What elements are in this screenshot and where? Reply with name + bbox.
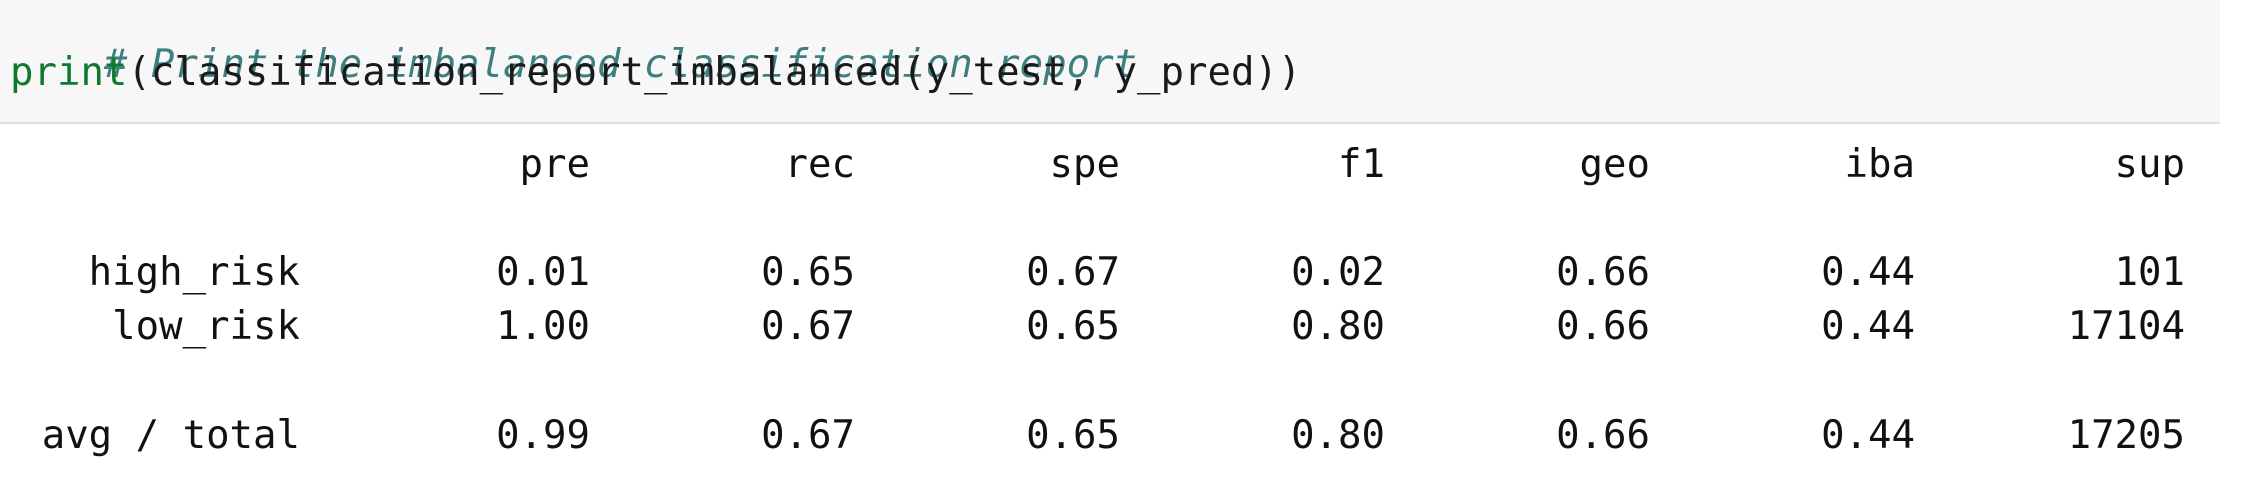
value-sup: 17205 [2067, 413, 2185, 458]
value-spe: 0.65 [1026, 413, 1120, 458]
value-rec: 0.67 [761, 304, 855, 349]
value-pre: 1.00 [496, 304, 590, 349]
value-spe: 0.67 [1026, 250, 1120, 295]
value-f1: 0.80 [1291, 413, 1385, 458]
value-spe: 0.65 [1026, 304, 1120, 349]
row-label: low_risk [112, 304, 300, 349]
column-header-geo: geo [1579, 142, 1650, 187]
value-f1: 0.80 [1291, 304, 1385, 349]
value-geo: 0.66 [1556, 250, 1650, 295]
column-header-pre: pre [519, 142, 590, 187]
code-print-keyword: print [10, 50, 128, 95]
value-rec: 0.65 [761, 250, 855, 295]
cell-output: pre rec spe f1 geo iba sup high_risk 0.0… [0, 125, 2254, 501]
value-geo: 0.66 [1556, 413, 1650, 458]
code-call-line: print(classification_report_imbalanced(y… [10, 50, 1301, 96]
value-f1: 0.02 [1291, 250, 1385, 295]
value-sup: 17104 [2067, 304, 2185, 349]
column-header-spe: spe [1049, 142, 1120, 187]
value-iba: 0.44 [1821, 250, 1915, 295]
value-iba: 0.44 [1821, 413, 1915, 458]
value-rec: 0.67 [761, 413, 855, 458]
row-label: avg / total [41, 413, 300, 458]
row-label: high_risk [88, 250, 300, 295]
code-comment: # Print the imbalanced classification re… [103, 42, 1138, 87]
value-geo: 0.66 [1556, 304, 1650, 349]
value-pre: 0.99 [496, 413, 590, 458]
column-header-rec: rec [784, 142, 855, 187]
column-header-iba: iba [1844, 142, 1915, 187]
code-call-args: (classification_report_imbalanced(y_test… [127, 50, 1302, 95]
code-comment-line: # Print the imbalanced classification re… [10, 0, 1137, 134]
value-pre: 0.01 [496, 250, 590, 295]
code-cell[interactable]: # Print the imbalanced classification re… [0, 0, 2220, 124]
column-header-f1: f1 [1338, 142, 1385, 187]
value-sup: 101 [2114, 250, 2185, 295]
column-header-sup: sup [2114, 142, 2185, 187]
value-iba: 0.44 [1821, 304, 1915, 349]
